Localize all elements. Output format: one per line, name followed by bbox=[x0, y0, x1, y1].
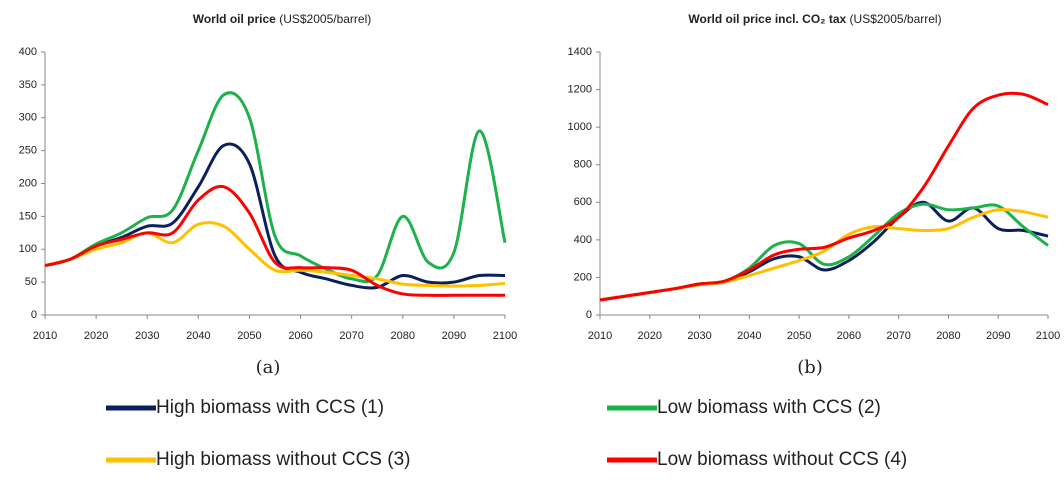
x-tick-label: 2050 bbox=[787, 330, 811, 342]
title-unit: (US$2005/barrel) bbox=[279, 12, 371, 26]
y-tick-label: 350 bbox=[19, 79, 37, 91]
x-tick-label: 2040 bbox=[737, 330, 761, 342]
y-tick-label: 1200 bbox=[568, 83, 592, 95]
series-line bbox=[44, 142, 506, 290]
x-tick-label: 2090 bbox=[442, 330, 466, 342]
y-tick-label: 100 bbox=[19, 243, 37, 255]
y-tick-label: 0 bbox=[586, 309, 592, 321]
x-tick-label: 2030 bbox=[135, 330, 159, 342]
y-tick-label: 1400 bbox=[568, 46, 592, 58]
x-tick-label: 2080 bbox=[936, 330, 960, 342]
x-tick-label: 2030 bbox=[687, 330, 711, 342]
x-tick-label: 2070 bbox=[339, 330, 363, 342]
y-tick-label: 300 bbox=[19, 112, 37, 124]
y-tick-label: 150 bbox=[19, 210, 37, 222]
y-tick-label: 200 bbox=[19, 177, 37, 189]
x-tick-label: 2090 bbox=[986, 330, 1010, 342]
x-tick-label: 2100 bbox=[1036, 330, 1060, 342]
x-tick-label: 2020 bbox=[84, 330, 108, 342]
x-tick-label: 2050 bbox=[237, 330, 261, 342]
y-tick-label: 200 bbox=[574, 271, 592, 283]
x-tick-label: 2010 bbox=[588, 330, 612, 342]
title-main: World oil price incl. CO₂ tax bbox=[688, 12, 846, 26]
y-tick-label: 250 bbox=[19, 145, 37, 157]
x-tick-label: 2060 bbox=[288, 330, 312, 342]
title-main: World oil price bbox=[193, 12, 276, 26]
series-line bbox=[44, 91, 507, 284]
chart-title: World oil price (US$2005/barrel) bbox=[193, 12, 372, 26]
x-tick-label: 2060 bbox=[837, 330, 861, 342]
x-tick-label: 2100 bbox=[493, 330, 517, 342]
x-tick-label: 2070 bbox=[886, 330, 910, 342]
title-unit: (US$2005/barrel) bbox=[850, 12, 942, 26]
x-tick-label: 2040 bbox=[186, 330, 210, 342]
legend-label: Low biomass without CCS (4) bbox=[657, 449, 907, 470]
legend-label: High biomass without CCS (3) bbox=[156, 449, 410, 470]
y-tick-label: 800 bbox=[574, 159, 592, 171]
x-tick-label: 2020 bbox=[638, 330, 662, 342]
y-tick-label: 50 bbox=[25, 276, 37, 288]
legend-label: Low biomass with CCS (2) bbox=[657, 397, 881, 418]
y-tick-label: 400 bbox=[574, 234, 592, 246]
y-tick-label: 600 bbox=[574, 196, 592, 208]
y-tick-label: 1000 bbox=[568, 121, 592, 133]
series-line bbox=[599, 208, 1049, 302]
y-tick-label: 0 bbox=[31, 309, 37, 321]
series-line bbox=[44, 221, 506, 288]
y-tick-label: 400 bbox=[19, 46, 37, 58]
series-line bbox=[599, 91, 1049, 302]
caption: (b) bbox=[797, 357, 823, 378]
x-tick-label: 2080 bbox=[391, 330, 415, 342]
caption: (a) bbox=[256, 357, 281, 378]
x-tick-label: 2010 bbox=[33, 330, 57, 342]
chart-title: World oil price incl. CO₂ tax (US$2005/b… bbox=[688, 12, 941, 26]
legend-label: High biomass with CCS (1) bbox=[156, 397, 384, 418]
series-line bbox=[44, 184, 505, 297]
